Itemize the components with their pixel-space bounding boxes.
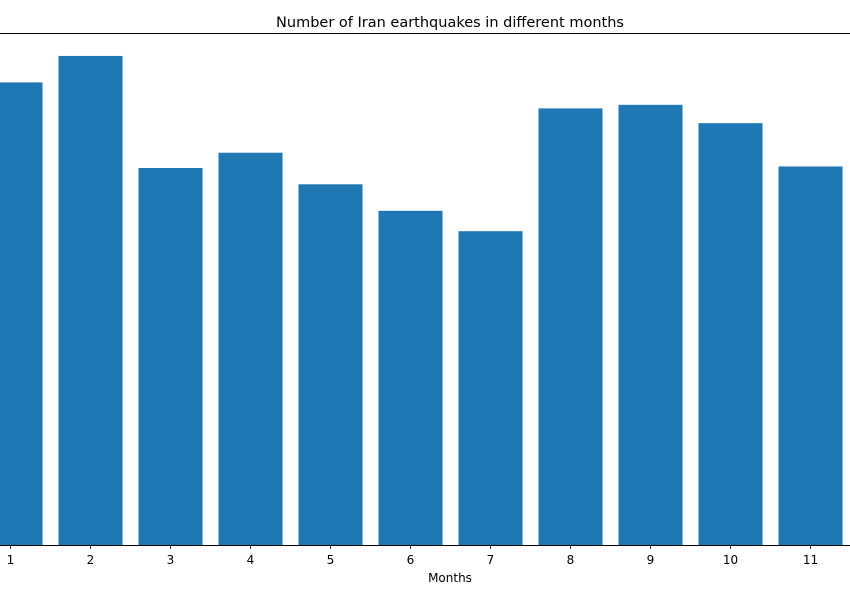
x-ticks-group: 1 2 3 4 5 6 7 8 9 10 11: [7, 545, 818, 567]
bar-month-3: [138, 168, 203, 545]
bar-month-2: [58, 55, 123, 546]
x-tick-label: 6: [407, 553, 415, 567]
x-tick-label: 9: [647, 553, 655, 567]
x-tick-label: 2: [87, 553, 95, 567]
bar-month-5: [298, 184, 363, 545]
x-tick-label: 7: [487, 553, 495, 567]
bar-month-8: [538, 108, 603, 546]
x-tick-label: 8: [567, 553, 575, 567]
x-tick-label: 11: [803, 553, 818, 567]
bar-month-1: [0, 82, 43, 546]
bar-month-7: [458, 231, 523, 545]
bar-month-9: [618, 104, 683, 545]
x-axis-label: Months: [428, 571, 472, 585]
x-tick-label: 3: [167, 553, 175, 567]
x-tick-label: 1: [7, 553, 15, 567]
bar-month-4: [218, 152, 283, 545]
chart-title: Number of Iran earthquakes in different …: [276, 15, 624, 31]
bars-group: [0, 55, 843, 546]
bar-month-11: [778, 166, 843, 546]
x-tick-label: 5: [327, 553, 335, 567]
bar-month-10: [698, 123, 763, 546]
bar-month-6: [378, 210, 443, 546]
x-tick-label: 4: [247, 553, 255, 567]
x-tick-label: 10: [723, 553, 738, 567]
